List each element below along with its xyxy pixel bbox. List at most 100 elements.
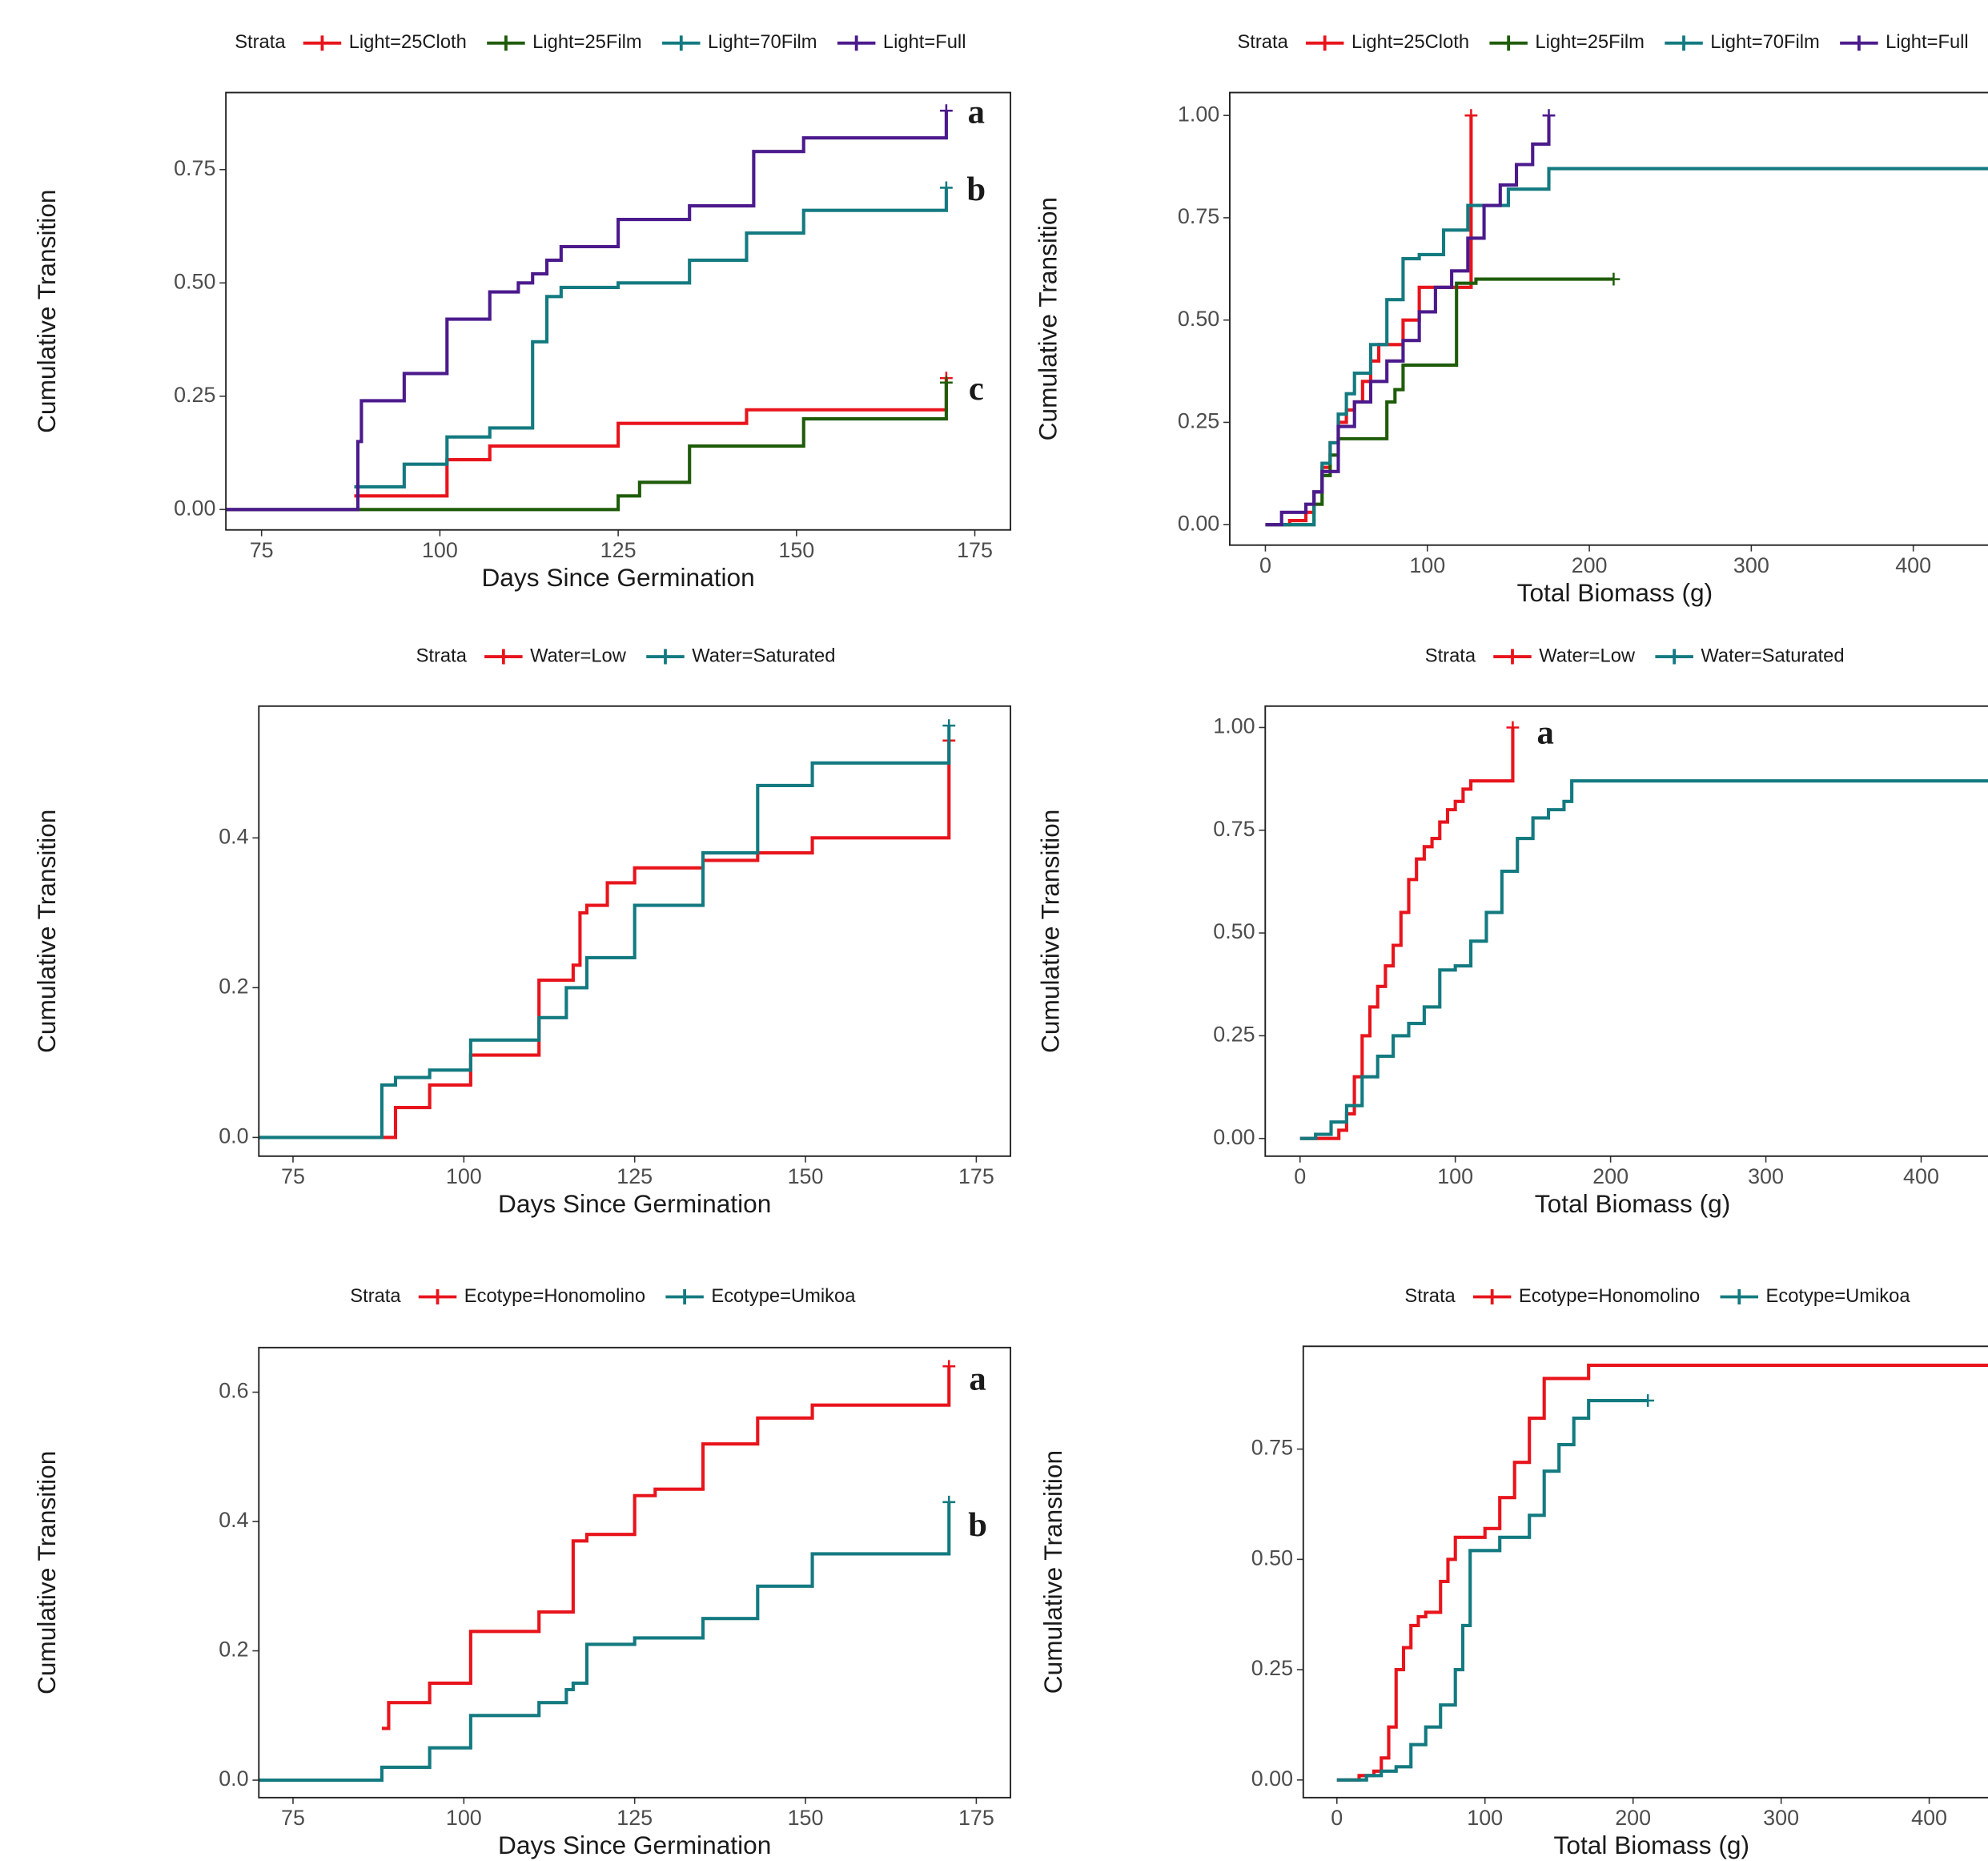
- plot-frame: [258, 1346, 1012, 1799]
- legend-key: [487, 35, 525, 51]
- legend-key: [646, 649, 685, 665]
- legend-key: [1493, 649, 1532, 665]
- legend-label: Light=70Film: [708, 32, 817, 53]
- y-tick-label: 0.50: [174, 269, 215, 293]
- x-tick-label: 150: [788, 1164, 824, 1188]
- x-tick-label: 125: [616, 1164, 653, 1188]
- km-curve: [1336, 1398, 1649, 1782]
- legend-title: Strata: [416, 645, 468, 666]
- x-tick-label: 400: [1911, 1806, 1947, 1830]
- km-curve: [1336, 1363, 1988, 1782]
- y-tick-label: 0.0: [219, 1124, 248, 1148]
- y-tick-label: 0.4: [219, 824, 248, 848]
- km-curve: [1265, 115, 1473, 527]
- x-tick-label: 400: [1895, 553, 1931, 577]
- legend-key: [665, 1289, 704, 1305]
- panel: 75 100 125 150 175 0.0 0.2 0.4 Days Since Germin…: [32, 645, 1012, 1218]
- legend-title: Strata: [1425, 645, 1476, 666]
- legend-label: Light=25Cloth: [349, 32, 467, 53]
- annotation: a: [969, 1360, 986, 1397]
- x-tick-label: 300: [1748, 1164, 1784, 1188]
- legend-key: [418, 1289, 457, 1305]
- x-tick-label: 100: [1467, 1806, 1503, 1830]
- panel: 0 100 200 300 400 0.00 0.25 0.50 0.75 Total Bioma…: [1038, 1286, 1988, 1859]
- legend-label: Light=70Film: [1710, 32, 1820, 53]
- legend-label: Light=Full: [1886, 32, 1969, 53]
- x-axis-title: Days Since Germination: [481, 563, 754, 592]
- legend-label: Water=Saturated: [692, 645, 835, 666]
- legend-key: [303, 35, 342, 51]
- legend-label: Light=25Cloth: [1351, 32, 1469, 53]
- panel: 75 100 125 150 175 0.00 0.25 0.50 0.75 Days Since…: [32, 32, 1012, 592]
- x-tick-label: 300: [1733, 553, 1769, 577]
- km-curve: [354, 378, 948, 498]
- y-axis-title: Cumulative Transition: [32, 1451, 61, 1694]
- y-axis-title: Cumulative Transition: [1036, 810, 1065, 1053]
- annotation: a: [968, 94, 985, 131]
- x-tick-label: 175: [958, 1806, 994, 1830]
- censor-mark: [1641, 1394, 1655, 1407]
- y-tick-label: 0.2: [219, 1638, 248, 1662]
- legend-key: [1655, 649, 1693, 665]
- x-tick-label: 200: [1572, 553, 1608, 577]
- x-tick-label: 100: [422, 538, 458, 562]
- panel: 0 100 200 300 400 0.00 0.25 0.50 0.75 1.00 Total B…: [1034, 32, 1988, 607]
- x-axis-title: Total Biomass (g): [1535, 1189, 1731, 1218]
- censor-mark: [939, 376, 953, 389]
- y-tick-label: 0.50: [1213, 919, 1255, 943]
- x-tick-label: 0: [1331, 1806, 1343, 1830]
- legend-label: Ecotype=Honomolino: [464, 1286, 645, 1307]
- legend-label: Ecotype=Umikoa: [711, 1286, 856, 1307]
- legend-key: [837, 35, 876, 51]
- censor-mark: [942, 719, 956, 733]
- censor-mark: [1506, 721, 1520, 734]
- panel: 0 100 200 300 400 0.00 0.25 0.50 0.75 1.00 Total B…: [1036, 645, 1988, 1218]
- y-axis-title: Cumulative Transition: [32, 189, 61, 432]
- censor-mark: [942, 1360, 956, 1373]
- annotation: a: [1536, 714, 1553, 752]
- x-tick-label: 175: [958, 1164, 994, 1188]
- legend-key: [1489, 35, 1528, 51]
- km-curve: [259, 1501, 951, 1783]
- y-axis-title: Cumulative Transition: [32, 810, 61, 1053]
- legend-label: Ecotype=Umikoa: [1766, 1286, 1911, 1307]
- legend-label: Light=25Film: [1535, 32, 1645, 53]
- y-tick-label: 1.00: [1178, 102, 1219, 126]
- km-curve: [1265, 277, 1614, 527]
- y-tick-label: 0.75: [174, 156, 215, 180]
- km-curve: [381, 1366, 951, 1730]
- km-curve: [381, 740, 951, 1140]
- y-tick-label: 1.00: [1213, 714, 1255, 738]
- km-curve: [354, 187, 948, 489]
- legend-label: Water=Low: [1539, 645, 1636, 666]
- y-tick-label: 0.75: [1251, 1436, 1293, 1460]
- y-tick-label: 0.00: [1213, 1125, 1255, 1149]
- y-tick-label: 0.25: [1251, 1656, 1293, 1680]
- x-axis-title: Days Since Germination: [498, 1831, 771, 1859]
- km-curve: [1265, 115, 1551, 527]
- x-tick-label: 100: [1437, 1164, 1473, 1188]
- y-tick-label: 0.75: [1213, 817, 1255, 841]
- censor-mark: [1464, 109, 1478, 123]
- x-tick-label: 150: [778, 538, 814, 562]
- x-tick-label: 75: [281, 1806, 305, 1830]
- plot-frame: [1229, 91, 1988, 546]
- y-tick-label: 0.25: [1213, 1023, 1255, 1047]
- censor-mark: [1607, 272, 1621, 286]
- y-tick-label: 0.50: [1178, 307, 1219, 331]
- legend-key: [484, 649, 523, 665]
- x-tick-label: 100: [446, 1164, 482, 1188]
- y-tick-label: 0.00: [1178, 511, 1219, 535]
- y-tick-label: 0.75: [1178, 204, 1219, 228]
- censor-mark: [939, 104, 953, 118]
- x-tick-label: 150: [788, 1806, 824, 1830]
- legend-key: [1720, 1289, 1759, 1305]
- censor-mark: [1542, 109, 1556, 123]
- plot-frame: [1264, 705, 1988, 1157]
- y-tick-label: 0.2: [219, 975, 248, 999]
- x-tick-label: 75: [250, 538, 274, 562]
- y-axis-title: Cumulative Transition: [1038, 1450, 1067, 1694]
- y-tick-label: 0.00: [1251, 1767, 1293, 1791]
- x-axis-title: Days Since Germination: [498, 1189, 771, 1218]
